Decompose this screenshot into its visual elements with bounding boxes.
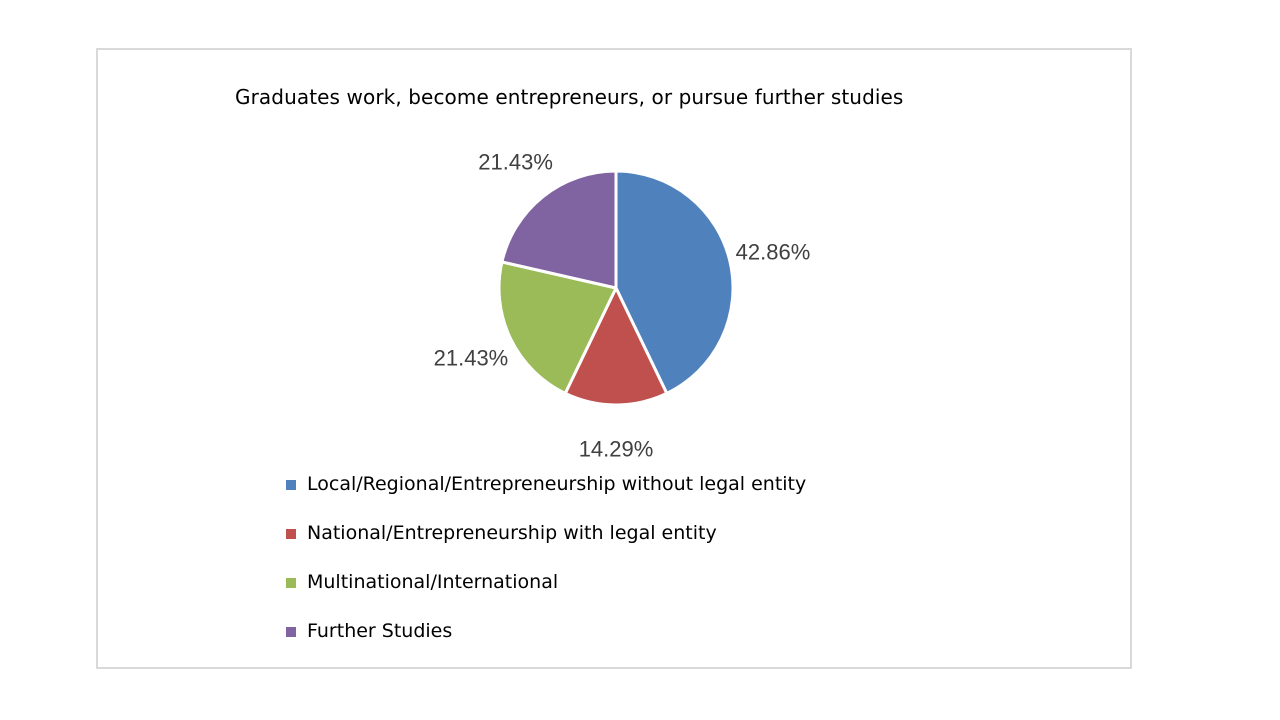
pie-slices [497, 169, 735, 407]
legend-swatch-local-regional [286, 480, 296, 490]
chart-legend: Local/Regional/Entrepreneurship without … [286, 470, 806, 666]
legend-swatch-further-studies [286, 627, 296, 637]
data-label-multinational: 21.43% [434, 345, 509, 370]
data-label-local-regional: 42.86% [736, 240, 811, 265]
legend-swatch-multinational [286, 578, 296, 588]
chart-title: Graduates work, become entrepreneurs, or… [235, 85, 904, 109]
legend-label-further-studies: Further Studies [307, 620, 453, 642]
legend-item-national: National/Entrepreneurship with legal ent… [286, 519, 806, 568]
legend-item-multinational: Multinational/International [286, 568, 806, 617]
legend-label-national: National/Entrepreneurship with legal ent… [307, 522, 717, 544]
pie-slice-national [563, 286, 669, 407]
legend-swatch-national [286, 529, 296, 539]
legend-label-local-regional: Local/Regional/Entrepreneurship without … [307, 473, 807, 495]
data-label-further-studies: 21.43% [478, 150, 553, 175]
pie-slice-multinational [497, 260, 618, 395]
legend-item-local-regional: Local/Regional/Entrepreneurship without … [286, 470, 806, 519]
legend-item-further-studies: Further Studies [286, 617, 806, 666]
data-label-national: 14.29% [579, 437, 654, 462]
pie-data-labels: 42.86% 14.29% 21.43% 21.43% [434, 150, 811, 462]
pie-slice-further-studies [500, 169, 618, 290]
pie-slice-local-regional [614, 169, 735, 395]
legend-label-multinational: Multinational/International [307, 571, 559, 593]
